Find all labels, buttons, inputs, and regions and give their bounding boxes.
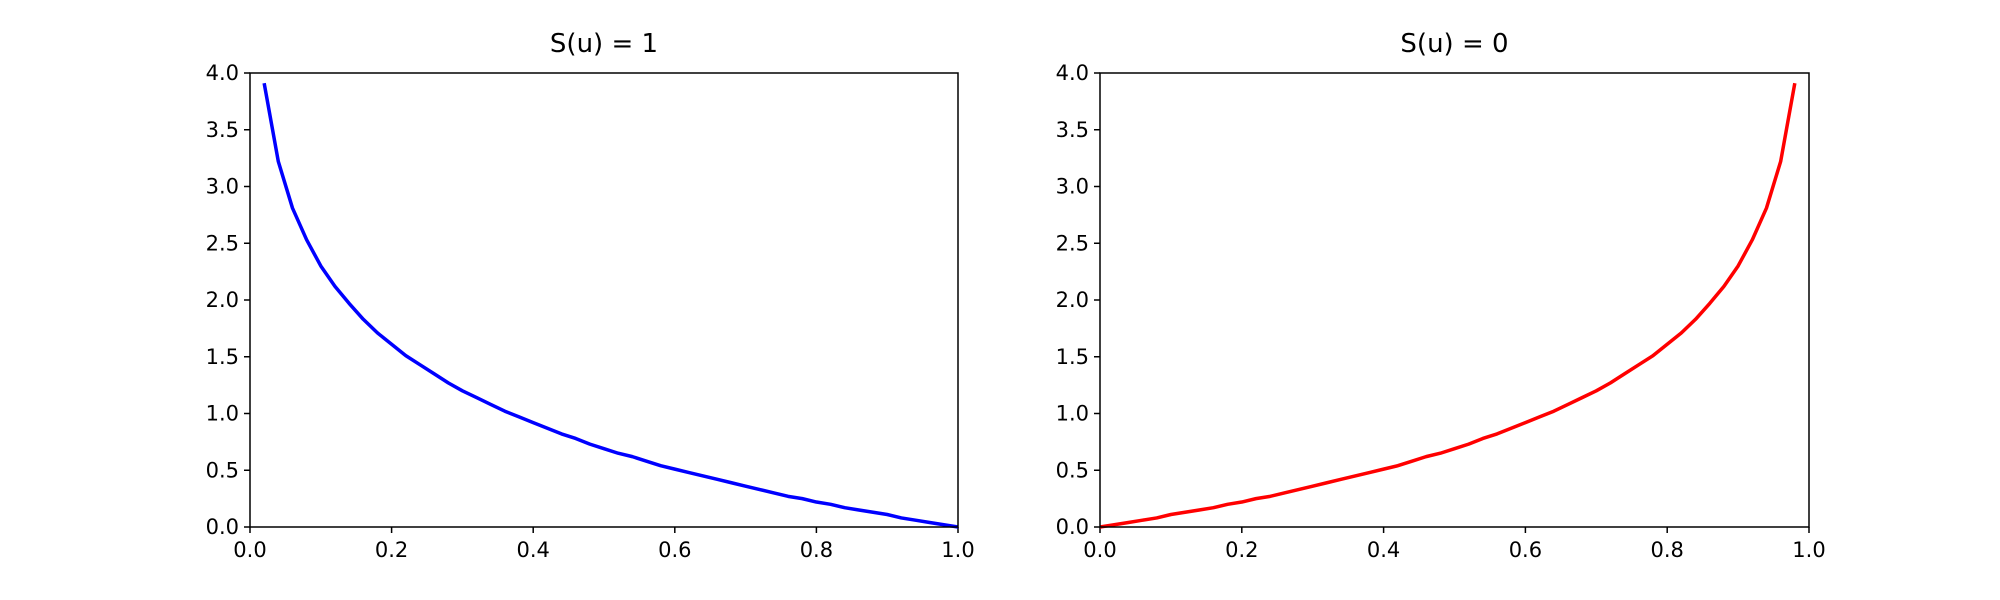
y-tick-label: 3.0: [206, 175, 239, 199]
y-tick-label: 3.5: [1056, 118, 1089, 142]
x-tick-label: 1.0: [1792, 538, 1825, 562]
y-tick-label: 2.5: [1056, 231, 1089, 255]
y-tick-label: 0.0: [1056, 515, 1089, 539]
x-tick-label: 0.4: [1367, 538, 1400, 562]
y-tick-label: 3.5: [206, 118, 239, 142]
chart-title: S(u) = 0: [1400, 29, 1508, 59]
y-tick-label: 1.0: [206, 402, 239, 426]
data-line: [1099, 82, 1797, 529]
y-tick-label: 0.0: [206, 515, 239, 539]
x-tick-label: 0.0: [233, 538, 266, 562]
x-tick-label: 1.0: [941, 538, 974, 562]
y-tick-label: 2.0: [206, 288, 239, 312]
x-tick-label: 0.4: [516, 538, 549, 562]
x-tick-label: 0.6: [1509, 538, 1542, 562]
data-line: [262, 82, 959, 529]
x-tick-label: 0.8: [1650, 538, 1683, 562]
x-tick-label: 0.2: [375, 538, 408, 562]
x-tick-label: 0.8: [800, 538, 833, 562]
y-tick-label: 2.5: [206, 231, 239, 255]
y-tick-label: 2.0: [1056, 288, 1089, 312]
y-tick-label: 1.5: [206, 345, 239, 369]
y-tick-label: 0.5: [206, 458, 239, 482]
x-tick-label: 0.6: [658, 538, 691, 562]
y-tick-label: 4.0: [206, 61, 239, 85]
x-tick-label: 0.2: [1225, 538, 1258, 562]
y-tick-label: 1.0: [1056, 402, 1089, 426]
axes-frame: [249, 72, 959, 528]
y-tick-label: 0.5: [1056, 458, 1089, 482]
y-tick-label: 4.0: [1056, 61, 1089, 85]
x-tick-label: 0.0: [1083, 538, 1116, 562]
chart-title: S(u) = 1: [550, 29, 658, 59]
y-tick-label: 3.0: [1056, 175, 1089, 199]
axes-frame: [1099, 72, 1810, 528]
y-tick-label: 1.5: [1056, 345, 1089, 369]
